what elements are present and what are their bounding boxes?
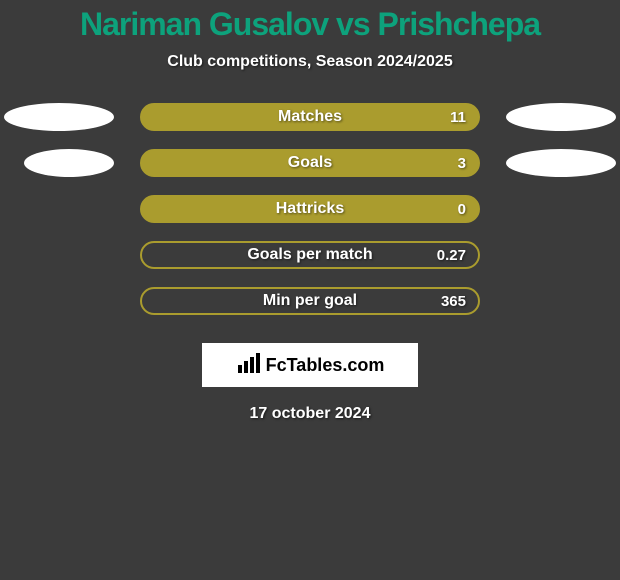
stat-label: Goals — [288, 154, 332, 172]
subtitle: Club competitions, Season 2024/2025 — [0, 53, 620, 71]
stat-label: Matches — [278, 108, 342, 126]
right-ellipse — [506, 149, 616, 177]
stat-label: Min per goal — [263, 292, 357, 310]
stat-value: 365 — [441, 293, 466, 310]
logo-text: FcTables.com — [266, 355, 385, 376]
stat-bar: Min per goal 365 — [140, 287, 480, 315]
stat-row: Matches 11 — [0, 103, 620, 131]
stat-value: 0 — [458, 201, 466, 218]
stat-row: Min per goal 365 — [0, 287, 620, 315]
stat-rows: Matches 11 Goals 3 Hattricks 0 Goals per match… — [0, 103, 620, 315]
stat-row: Hattricks 0 — [0, 195, 620, 223]
bar-chart-icon — [236, 351, 260, 380]
right-ellipse — [506, 103, 616, 131]
stat-value: 11 — [450, 109, 466, 126]
stat-bar: Matches 11 — [140, 103, 480, 131]
stat-label: Goals per match — [247, 246, 372, 264]
stat-bar: Goals 3 — [140, 149, 480, 177]
stat-bar: Hattricks 0 — [140, 195, 480, 223]
stat-value: 3 — [458, 155, 466, 172]
left-ellipse — [24, 149, 114, 177]
stat-value: 0.27 — [437, 247, 466, 264]
logo-box: FcTables.com — [202, 343, 418, 387]
stat-label: Hattricks — [276, 200, 344, 218]
date-text: 17 october 2024 — [0, 405, 620, 423]
stat-row: Goals per match 0.27 — [0, 241, 620, 269]
page-title: Nariman Gusalov vs Prishchepa — [0, 0, 620, 43]
left-ellipse — [4, 103, 114, 131]
stat-row: Goals 3 — [0, 149, 620, 177]
stat-bar: Goals per match 0.27 — [140, 241, 480, 269]
